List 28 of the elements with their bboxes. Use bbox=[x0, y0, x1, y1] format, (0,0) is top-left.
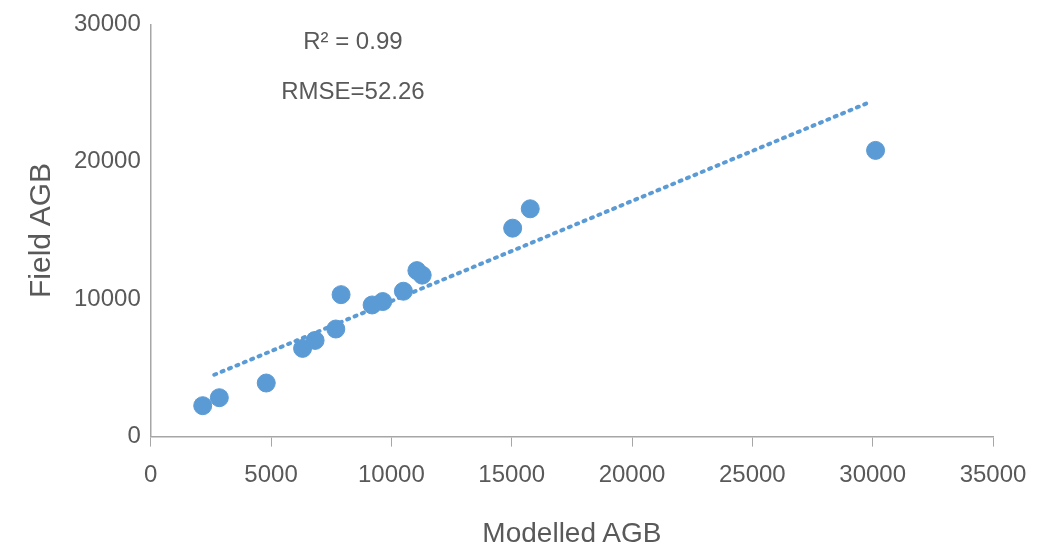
x-tick-label: 10000 bbox=[358, 459, 425, 487]
point bbox=[503, 218, 523, 238]
point bbox=[393, 281, 413, 301]
point bbox=[331, 285, 351, 305]
x-tick-label: 0 bbox=[144, 459, 158, 487]
point bbox=[866, 140, 886, 160]
point bbox=[373, 292, 393, 312]
point bbox=[256, 373, 276, 393]
y-tick-label: 0 bbox=[127, 421, 141, 449]
y-tick-label: 20000 bbox=[73, 146, 141, 174]
x-tick-label: 15000 bbox=[478, 459, 546, 487]
annotation: RMSE=52.26 bbox=[281, 77, 425, 105]
point bbox=[209, 388, 229, 408]
point bbox=[412, 265, 432, 285]
y-axis-title: Field AGB bbox=[23, 162, 57, 299]
x-tick-label: 20000 bbox=[598, 459, 666, 487]
y-tick-label: 10000 bbox=[73, 283, 141, 311]
point bbox=[520, 199, 540, 219]
x-tick-label: 25000 bbox=[718, 459, 786, 487]
x-tick-label: 30000 bbox=[839, 459, 907, 487]
x-tick-label: 5000 bbox=[244, 459, 298, 487]
point bbox=[193, 396, 213, 416]
x-axis-title: Modelled AGB bbox=[482, 516, 662, 548]
annotation: R² = 0.99 bbox=[303, 27, 403, 55]
point bbox=[326, 319, 346, 339]
point bbox=[305, 330, 325, 350]
x-tick-label: 35000 bbox=[959, 459, 1027, 487]
y-tick-label: 30000 bbox=[73, 9, 141, 37]
